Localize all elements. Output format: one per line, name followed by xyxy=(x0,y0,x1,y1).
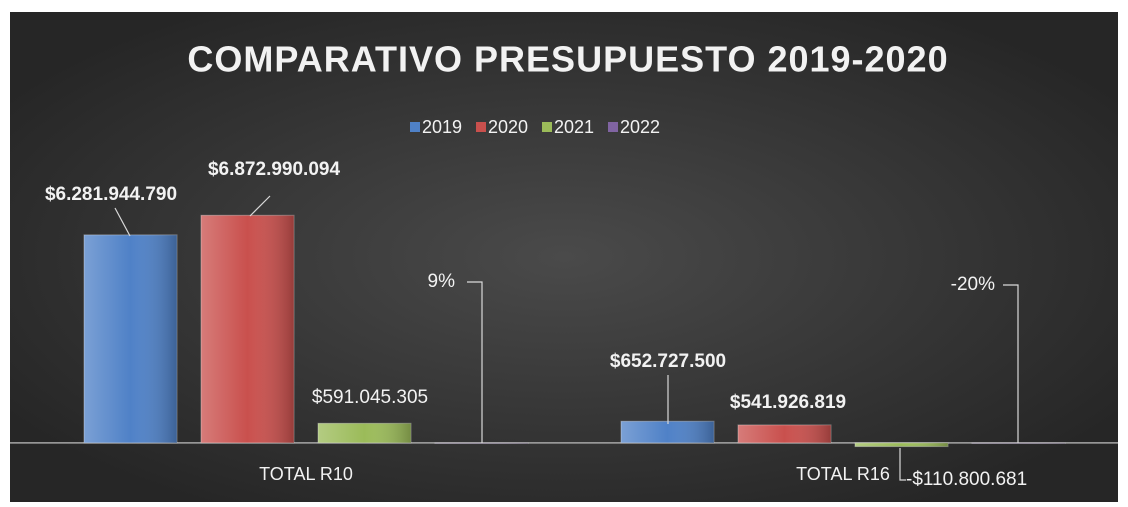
data-label: -20% xyxy=(951,274,995,295)
leader-line xyxy=(1003,284,1019,443)
leader-line xyxy=(114,207,131,237)
data-label: -$110.800.681 xyxy=(906,469,1027,490)
legend-swatch xyxy=(410,122,420,132)
bar-shine xyxy=(972,442,1065,444)
data-label: $652.727.500 xyxy=(610,351,726,372)
x-tick-label: TOTAL R10 xyxy=(259,464,353,484)
bar-shine xyxy=(855,442,948,447)
data-label: $541.926.819 xyxy=(730,392,846,413)
legend-swatch xyxy=(542,122,552,132)
data-label: 9% xyxy=(428,271,456,292)
leader-line xyxy=(249,195,271,217)
chart-title: COMPARATIVO PRESUPUESTO 2019-2020 xyxy=(187,39,948,80)
x-tick-label: TOTAL R16 xyxy=(796,464,890,484)
bar-shine xyxy=(621,421,714,443)
legend-label: 2020 xyxy=(488,117,528,137)
background xyxy=(10,12,1118,502)
bar-shine xyxy=(318,423,411,443)
leader-line xyxy=(467,281,483,443)
legend-swatch xyxy=(608,122,618,132)
legend-label: 2022 xyxy=(620,117,660,137)
legend-swatch xyxy=(476,122,486,132)
data-label: $6.872.990.094 xyxy=(208,159,341,180)
bar-shine xyxy=(201,215,294,443)
data-label: $6.281.944.790 xyxy=(45,184,177,205)
leader-line xyxy=(899,448,906,481)
data-label: $591.045.305 xyxy=(312,387,428,408)
bar-shine xyxy=(84,234,177,443)
bar-shine xyxy=(435,442,528,444)
bar-shine xyxy=(738,424,831,443)
legend-label: 2019 xyxy=(422,117,462,137)
legend-label: 2021 xyxy=(554,117,594,137)
